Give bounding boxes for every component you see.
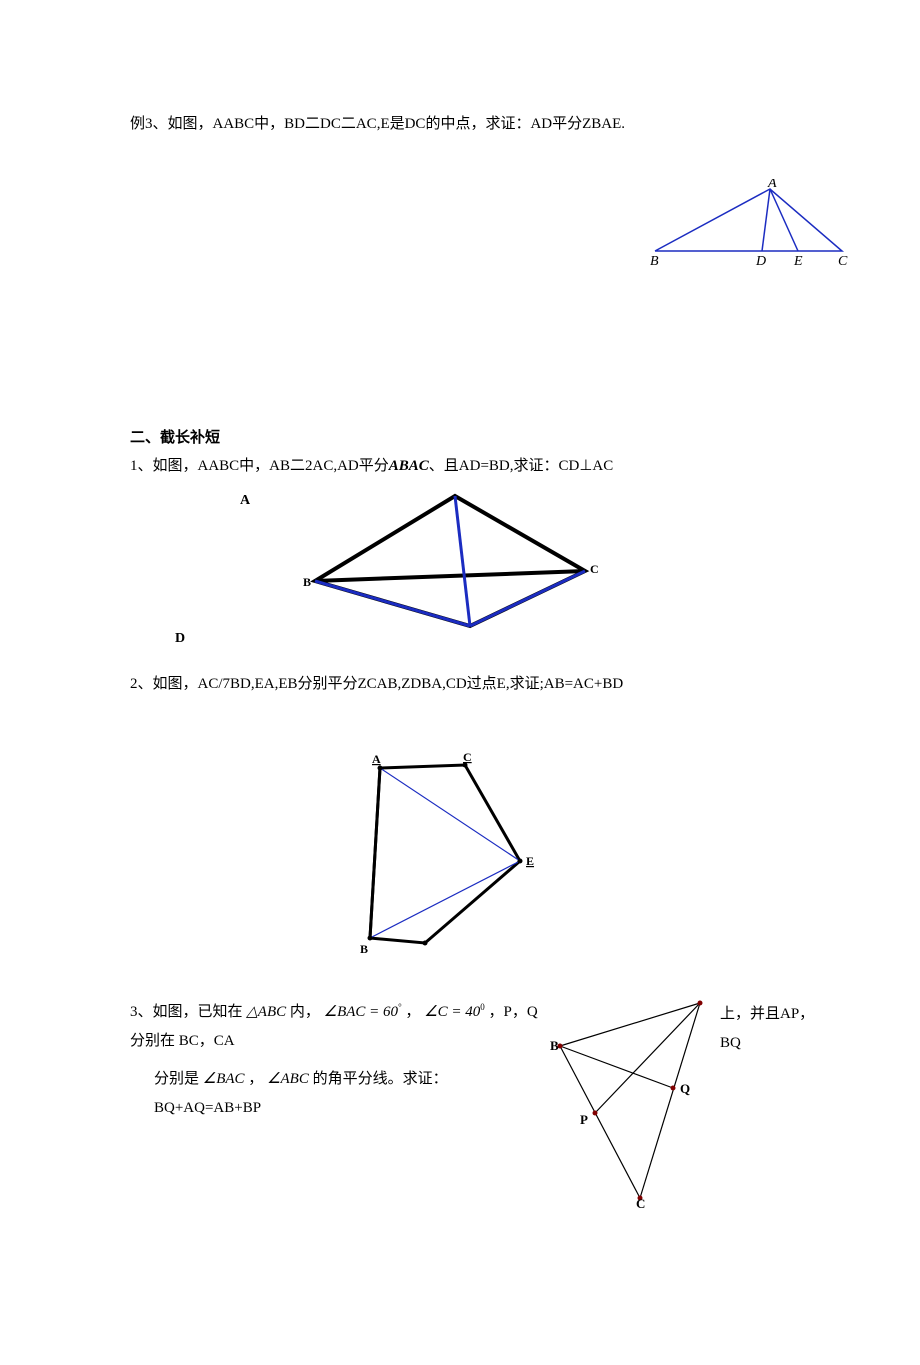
q3-tf: ， [248, 1071, 263, 1087]
triangle-bdec: A B D E C [650, 179, 850, 269]
q3-diagram: B Q P C [550, 998, 720, 1208]
q1-label-a: A [240, 493, 250, 509]
q2-figure-container: A C E B [130, 753, 790, 958]
q3-label-q: Q [680, 1081, 690, 1096]
label-d: D [755, 254, 766, 269]
q3-math-abc: △ABC [246, 1004, 286, 1020]
q3-text-right: 上，并且AP，BQ [720, 998, 830, 1057]
q3-tb: 内， [290, 1004, 320, 1020]
example3-text: 例3、如图，AABC中，BD二DC二AC,E是DC的中点，求证：AD平分ZBAE… [130, 110, 790, 139]
q1-figure-container: A D B C [130, 481, 790, 656]
label-b: B [650, 254, 659, 269]
q2-label-a: A [372, 753, 381, 766]
q2-text: 2、如图，AC/7BD,EA,EB分别平分ZCAB,ZDBA,CD过点E,求证;… [130, 670, 790, 699]
q3-row: 3、如图，已知在 △ABC 内， ∠BAC = 60° ， ∠C = 400 ，… [130, 998, 790, 1213]
q1-text: 1、如图，AABC中，AB二2AC,AD平分ABAC、且AD=BD,求证：CD⊥… [130, 452, 790, 481]
q3-label-c: C [636, 1196, 645, 1208]
q2-label-e: E [526, 854, 534, 868]
spacer [130, 274, 790, 424]
q3-label-b: B [550, 1038, 559, 1053]
q1-label-b: B [303, 575, 311, 589]
q2-label-b: B [360, 942, 368, 953]
q1-diagram: B C [300, 491, 600, 641]
q3-math-abc2: ∠ABC [267, 1071, 309, 1087]
q3-line1: 3、如图，已知在 △ABC 内， ∠BAC = 60° ， ∠C = 400 ，… [130, 998, 550, 1055]
q3-te: 分别是 [154, 1071, 199, 1087]
q3-line2: 分别是 ∠BAC ， ∠ABC 的角平分线。求证：BQ+AQ=AB+BP [130, 1065, 550, 1122]
q3-label-p: P [580, 1112, 588, 1127]
q2-diagram: A C E B [360, 753, 560, 953]
q1-text-before: 1、如图，AABC中，AB二2AC,AD平分 [130, 458, 389, 474]
q1-italic: ABAC [389, 458, 429, 474]
q3-ta: 3、如图，已知在 [130, 1004, 243, 1020]
q3-deg2: 0 [480, 1002, 485, 1012]
example3-figure: A B D E C [650, 179, 850, 274]
q3-figure-container: B Q P C [550, 998, 720, 1213]
label-c: C [838, 254, 848, 269]
q1-label-c: C [590, 562, 599, 576]
section2-heading: 二、截长补短 [130, 424, 790, 453]
q1-text-after: 、且AD=BD,求证：CD⊥AC [429, 458, 613, 474]
label-e: E [793, 254, 803, 269]
q3-td: 上，并且AP，BQ [720, 1000, 830, 1057]
q3-comma: ， [405, 1004, 420, 1020]
q1-label-d: D [175, 631, 185, 647]
page-content: 例3、如图，AABC中，BD二DC二AC,E是DC的中点，求证：AD平分ZBAE… [0, 0, 920, 1273]
q3-math-bac2: ∠BAC [203, 1071, 245, 1087]
q3-text-block: 3、如图，已知在 △ABC 内， ∠BAC = 60° ， ∠C = 400 ，… [130, 998, 550, 1122]
q3-deg: ° [398, 1002, 402, 1012]
label-a: A [767, 179, 777, 191]
q3-math-bac: ∠BAC = 60 [324, 1004, 398, 1020]
q2-label-c: C [463, 753, 472, 764]
q3-math-c: ∠C = 40 [424, 1004, 480, 1020]
